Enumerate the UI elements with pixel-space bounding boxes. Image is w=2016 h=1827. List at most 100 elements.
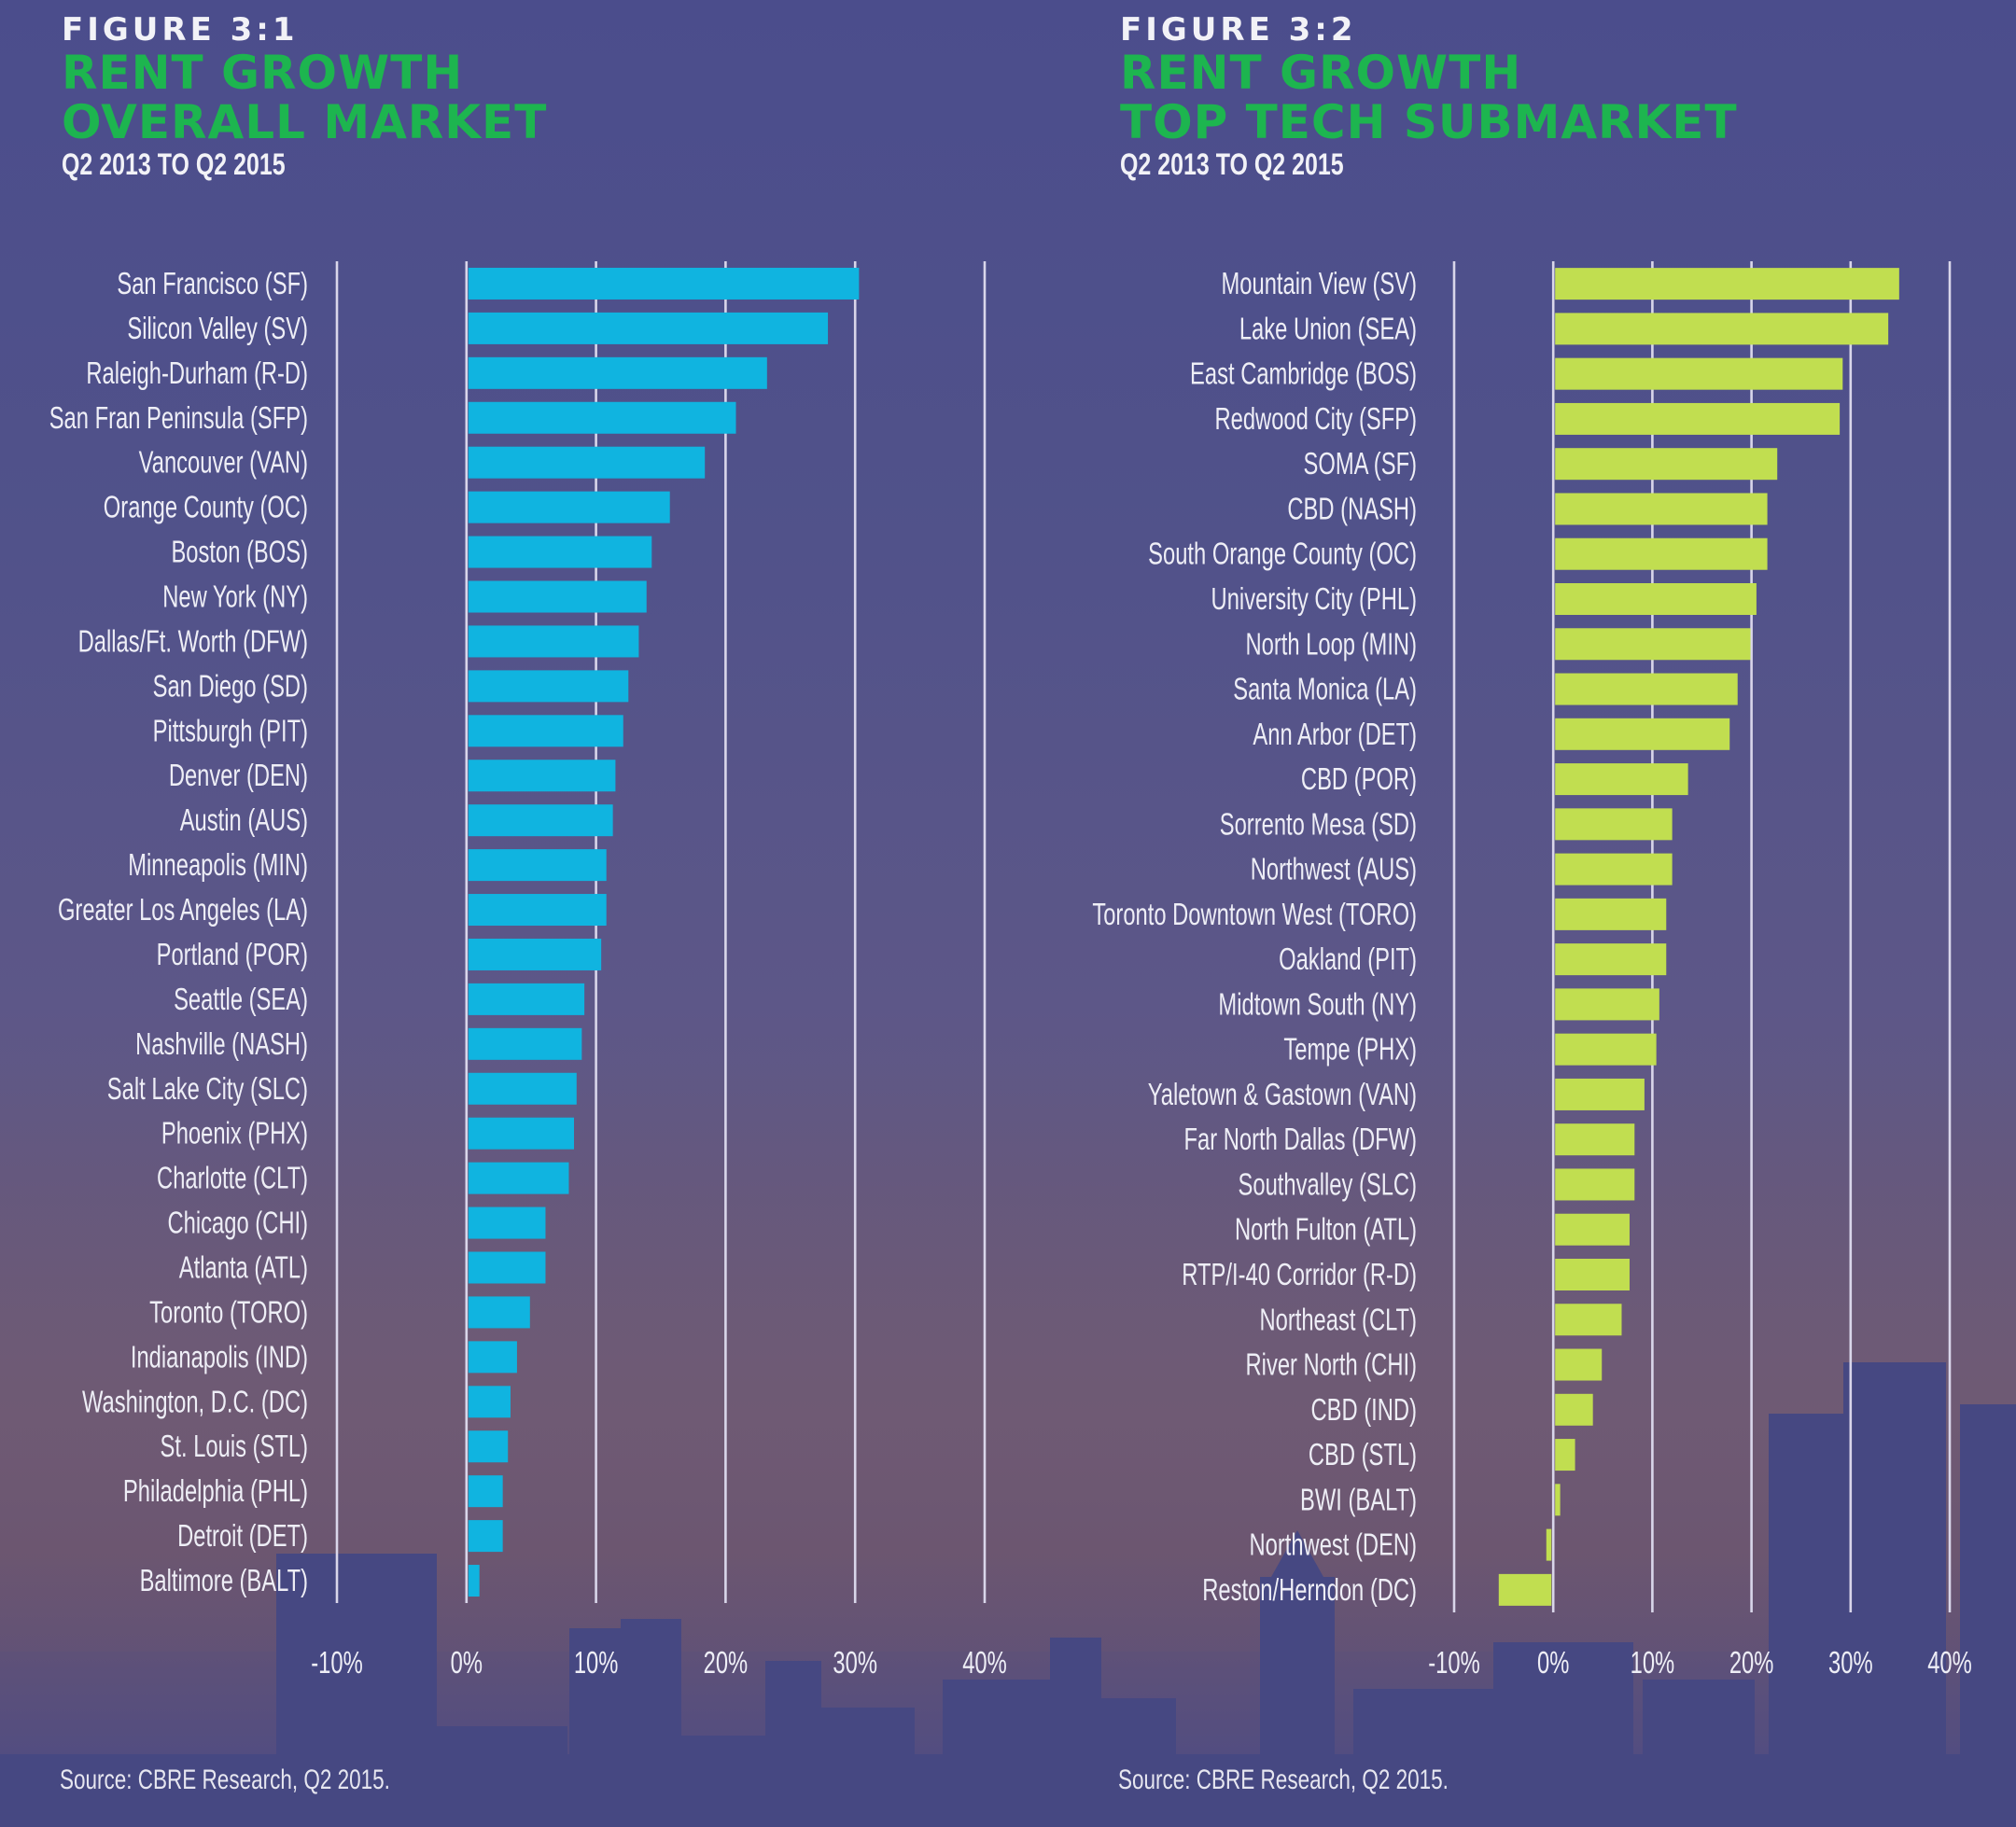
x-tick-label: 30% <box>833 1646 877 1681</box>
bar <box>468 446 706 479</box>
bar <box>468 536 652 568</box>
category-label: Santa Monica (LA) <box>1233 673 1417 707</box>
bar <box>468 1475 503 1508</box>
figure-title-line2: TOP TECH SUBMARKET <box>1120 95 1738 149</box>
category-label: Lake Union (SEA) <box>1239 313 1417 347</box>
building <box>1843 1362 1946 1827</box>
bar <box>1555 493 1768 525</box>
x-tick-label: 10% <box>1631 1646 1675 1681</box>
bar <box>468 894 607 927</box>
figure-number: FIGURE 3:2 <box>1120 11 1357 49</box>
bar <box>1555 898 1667 930</box>
category-label: South Orange County (OC) <box>1148 537 1417 572</box>
bar <box>468 312 829 344</box>
category-label: River North (CHI) <box>1246 1348 1417 1383</box>
bar <box>1555 1348 1603 1381</box>
category-label: North Fulton (ATL) <box>1235 1213 1417 1248</box>
category-label: Greater Los Angeles (LA) <box>58 893 308 927</box>
category-label: Far North Dallas (DFW) <box>1184 1123 1417 1158</box>
figure-subtitle: Q2 2013 TO Q2 2015 <box>1120 147 1344 181</box>
category-label: Nashville (NASH) <box>135 1027 308 1062</box>
category-label: BWI (BALT) <box>1300 1484 1417 1518</box>
category-label: Orange County (OC) <box>104 491 308 525</box>
category-label: Denver (DEN) <box>169 760 308 794</box>
category-labels: Mountain View (SV) Lake Union (SEA) East C… <box>1092 267 1417 1607</box>
bar <box>1555 988 1659 1021</box>
x-tick-label: -10% <box>1428 1646 1479 1681</box>
bar <box>1555 583 1757 615</box>
bar <box>1555 1484 1561 1516</box>
category-label: St. Louis (STL) <box>161 1430 308 1465</box>
figure-number: FIGURE 3:1 <box>62 11 299 49</box>
bar <box>468 1296 530 1329</box>
category-label: Portland (POR) <box>157 938 308 972</box>
category-label: Chicago (CHI) <box>167 1206 308 1241</box>
category-label: Charlotte (CLT) <box>157 1162 308 1196</box>
x-tick-label: 20% <box>704 1646 749 1681</box>
category-label: Sorrento Mesa (SD) <box>1220 808 1417 843</box>
bar <box>1555 402 1841 435</box>
bar <box>1546 1528 1552 1561</box>
x-tick-label: -10% <box>311 1646 362 1681</box>
category-label: University City (PHL) <box>1211 582 1417 617</box>
category-label: CBD (POR) <box>1301 762 1417 797</box>
bar <box>468 625 639 658</box>
category-labels: San Francisco (SF) Silicon Valley (SV) Ral… <box>49 267 308 1598</box>
bar <box>468 1430 509 1463</box>
category-label: Philadelphia (PHL) <box>123 1474 308 1509</box>
category-label: Ann Arbor (DET) <box>1253 718 1417 752</box>
category-label: CBD (NASH) <box>1287 493 1417 527</box>
category-label: Washington, D.C. (DC) <box>82 1386 308 1420</box>
category-label: East Cambridge (BOS) <box>1190 357 1417 392</box>
gridlines <box>335 261 987 1603</box>
category-label: Phoenix (PHX) <box>161 1117 308 1151</box>
bar <box>468 401 736 434</box>
x-tick-label: 30% <box>1828 1646 1873 1681</box>
category-label: Minneapolis (MIN) <box>128 848 308 883</box>
bar <box>1555 1213 1630 1246</box>
category-label: Indianapolis (IND) <box>131 1341 308 1375</box>
bar <box>468 1386 511 1418</box>
category-label: Baltimore (BALT) <box>140 1564 308 1598</box>
category-label: CBD (IND) <box>1310 1393 1417 1428</box>
bar <box>468 1565 480 1597</box>
category-label: Vancouver (VAN) <box>139 446 308 481</box>
bar <box>468 1072 577 1105</box>
category-label: San Francisco (SF) <box>117 267 308 301</box>
bar <box>1555 808 1673 841</box>
x-axis-tick-labels: -10% 0% 10% 20% 30% 40% <box>1428 1646 1972 1681</box>
bar <box>1555 628 1751 661</box>
figure-title-line1: RENT GROWTH <box>62 46 464 100</box>
category-label: San Fran Peninsula (SFP) <box>49 401 308 436</box>
category-label: RTP/I-40 Corridor (R-D) <box>1182 1258 1417 1292</box>
category-label: Austin (AUS) <box>180 803 308 838</box>
bar <box>468 983 585 1015</box>
bar <box>468 670 629 703</box>
bar <box>468 1117 575 1150</box>
bar <box>468 1251 546 1284</box>
category-label: Midtown South (NY) <box>1218 988 1417 1023</box>
bar <box>1555 1168 1635 1201</box>
bar <box>1555 313 1889 345</box>
bar <box>468 267 860 300</box>
bar <box>468 804 613 837</box>
bar <box>468 1027 582 1060</box>
category-label: Northwest (DEN) <box>1249 1528 1417 1563</box>
bar <box>1555 853 1673 886</box>
category-label: Redwood City (SFP) <box>1214 402 1417 437</box>
figure-subtitle: Q2 2013 TO Q2 2015 <box>62 147 286 181</box>
bars <box>468 267 860 1597</box>
x-tick-label: 40% <box>1927 1646 1972 1681</box>
category-label: North Loop (MIN) <box>1245 628 1417 662</box>
x-tick-label: 0% <box>451 1646 483 1681</box>
bar <box>1555 537 1768 570</box>
category-label: Southvalley (SLC) <box>1239 1168 1417 1203</box>
bar <box>1555 357 1843 390</box>
category-label: New York (NY) <box>162 580 308 615</box>
tower-spire <box>1271 1530 1323 1577</box>
bar <box>1555 763 1688 796</box>
category-label: Yaletown & Gastown (VAN) <box>1148 1078 1417 1112</box>
bar <box>1555 1123 1635 1156</box>
bar <box>468 1341 517 1374</box>
